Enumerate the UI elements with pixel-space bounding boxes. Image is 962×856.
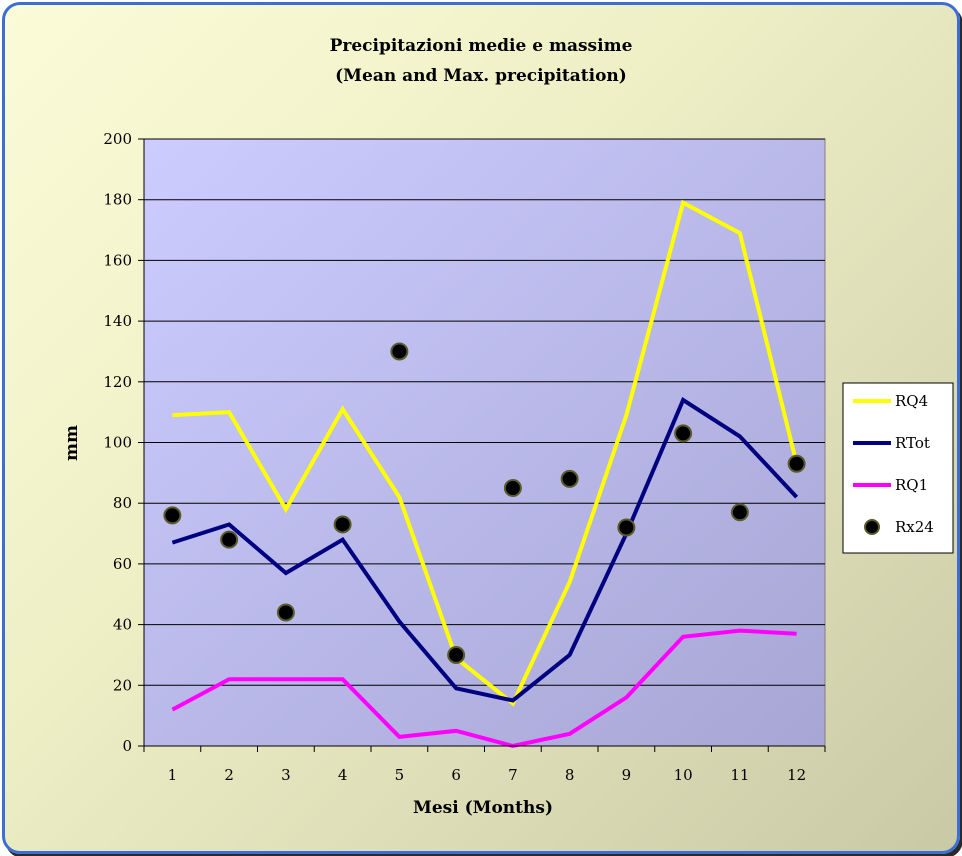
legend-label-rq1: RQ1 [895, 476, 928, 494]
x-tick-label: 1 [168, 766, 178, 784]
x-tick-label: 7 [508, 766, 518, 784]
y-tick-label: 200 [103, 130, 132, 148]
series-point-rx24 [674, 424, 693, 443]
y-tick-label: 0 [122, 737, 132, 755]
legend-label-rq4: RQ4 [895, 392, 928, 410]
y-tick-label: 60 [113, 555, 132, 573]
series-point-rx24 [730, 503, 749, 522]
chart-subtitle: (Mean and Max. precipitation) [335, 66, 627, 86]
series-point-rx24 [447, 645, 466, 664]
series-point-rx24 [163, 506, 182, 525]
series-point-rx24 [390, 342, 409, 361]
x-tick-label: 8 [565, 766, 575, 784]
y-tick-label: 100 [103, 434, 132, 452]
series-line-rq4 [172, 199, 799, 707]
series-line-rtot [171, 397, 799, 703]
chart-svg: Precipitazioni medie e massime (Mean and… [62, 36, 954, 818]
series-point-rx24 [276, 603, 295, 622]
series-point-rx24 [333, 515, 352, 534]
x-tick-label: 6 [451, 766, 461, 784]
legend-label-rx24: Rx24 [895, 518, 934, 536]
legend: RQ4 RTot RQ1 Rx24 [853, 392, 934, 536]
y-axis-label: mm [62, 425, 82, 461]
y-tick-label: 160 [103, 251, 132, 269]
legend-label-rtot: RTot [895, 434, 930, 452]
y-tick-label: 180 [103, 191, 132, 209]
series-point-rx24 [787, 454, 806, 473]
series-point-rx24 [503, 479, 522, 498]
chart-title: Precipitazioni medie e massime [330, 36, 633, 56]
series-point-rx24 [560, 469, 579, 488]
x-tick-label: 12 [787, 766, 806, 784]
series-point-rx24 [220, 530, 239, 549]
x-tick-label: 11 [730, 766, 749, 784]
x-tick-label: 2 [224, 766, 234, 784]
series-point-rx24 [617, 518, 636, 537]
series-line-rq1 [171, 628, 797, 749]
x-tick-label: 3 [281, 766, 291, 784]
y-tick-label: 140 [103, 312, 132, 330]
y-tick-label: 20 [113, 676, 132, 694]
legend-box [842, 382, 954, 554]
x-tick-label: 4 [338, 766, 348, 784]
y-tick-label: 120 [103, 373, 132, 391]
x-tick-label: 5 [395, 766, 405, 784]
legend-swatch-rx24 [864, 519, 880, 535]
grid-layer [144, 138, 825, 686]
x-tick-label: 10 [674, 766, 693, 784]
x-tick-label: 9 [622, 766, 632, 784]
series-layer [163, 199, 806, 749]
y-tick-label: 40 [113, 616, 132, 634]
y-tick-label: 80 [113, 494, 132, 512]
x-axis-label: Mesi (Months) [413, 798, 553, 818]
